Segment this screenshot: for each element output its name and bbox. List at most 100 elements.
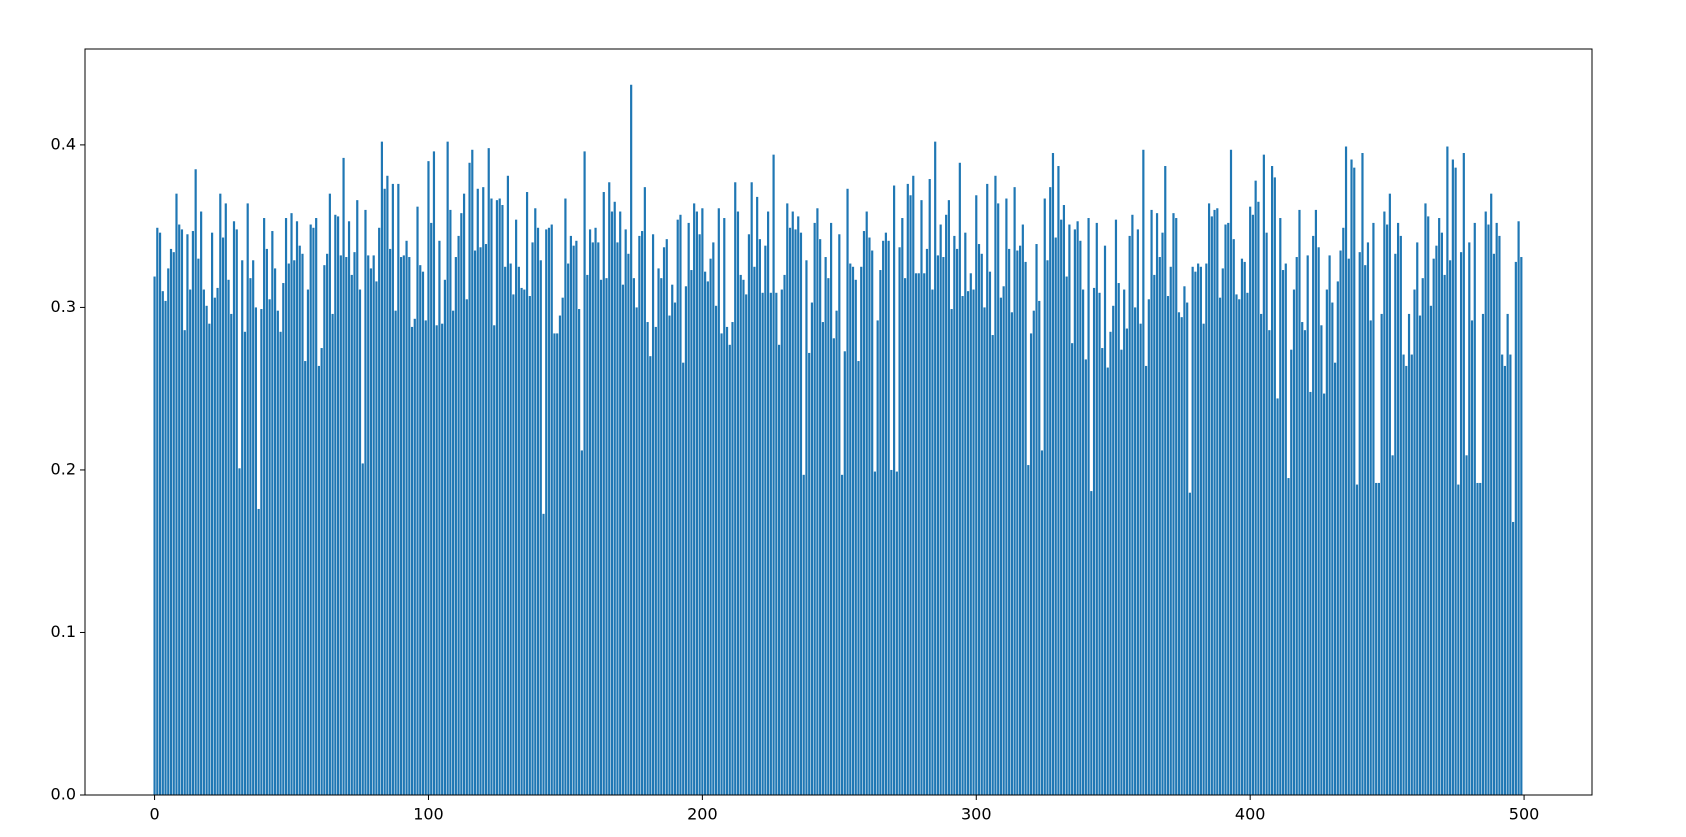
bar	[271, 231, 274, 795]
bar	[1413, 289, 1416, 795]
bar	[331, 313, 334, 795]
bar	[605, 278, 608, 795]
bar	[528, 296, 531, 795]
bar	[695, 211, 698, 796]
bar	[1199, 266, 1202, 795]
bar	[509, 263, 512, 795]
bar	[1424, 203, 1427, 795]
bar	[424, 320, 427, 795]
bar	[832, 338, 835, 795]
bar	[158, 232, 162, 796]
bar	[482, 187, 485, 796]
bar	[668, 315, 671, 795]
bar	[249, 278, 252, 795]
bar	[1449, 260, 1452, 795]
bar	[830, 222, 833, 795]
bar	[958, 162, 961, 796]
bar	[1260, 313, 1263, 795]
bar	[1019, 245, 1022, 795]
bar	[939, 224, 942, 795]
bar	[1164, 166, 1167, 796]
bar	[687, 222, 690, 795]
bar	[917, 273, 920, 795]
bar	[1454, 167, 1457, 795]
bar	[709, 258, 712, 795]
bar	[550, 224, 553, 795]
bar	[945, 214, 948, 795]
bar	[443, 279, 447, 795]
bar	[1457, 484, 1460, 795]
bar	[630, 84, 633, 796]
bar	[375, 281, 378, 795]
bar	[1016, 250, 1019, 796]
y-tick-label: 0.0	[51, 785, 76, 804]
bar	[1010, 312, 1013, 795]
bar	[498, 198, 501, 796]
bar	[484, 244, 488, 795]
bar	[1087, 218, 1090, 795]
bar	[1166, 296, 1170, 795]
bar	[1421, 278, 1424, 795]
bar	[750, 182, 753, 795]
bar	[213, 297, 216, 795]
bar	[1213, 209, 1216, 795]
bar	[1180, 317, 1183, 795]
bar	[1106, 367, 1109, 795]
bar	[882, 240, 885, 796]
bar	[1290, 349, 1293, 795]
bar	[1432, 258, 1435, 795]
bar	[205, 305, 208, 795]
bar	[1520, 257, 1523, 795]
bar	[241, 260, 244, 795]
bar	[777, 344, 781, 795]
bar	[408, 257, 411, 795]
bar	[1027, 465, 1030, 795]
bar	[427, 161, 430, 795]
bar	[950, 309, 953, 795]
bar	[909, 195, 912, 795]
bar	[1134, 307, 1137, 795]
bar	[621, 284, 625, 795]
bar	[747, 234, 751, 795]
bar	[216, 287, 219, 795]
bar	[1418, 315, 1422, 795]
bar	[1216, 208, 1219, 796]
bar	[997, 203, 1000, 795]
bar	[895, 471, 898, 795]
bar	[802, 474, 805, 795]
bar	[454, 257, 457, 795]
bar	[1473, 222, 1476, 795]
bar	[1221, 268, 1224, 796]
bar	[712, 242, 715, 795]
bar	[953, 235, 956, 795]
bar	[1117, 283, 1120, 795]
bar	[862, 231, 866, 795]
bar	[1112, 305, 1115, 795]
bar	[761, 292, 764, 795]
bar	[1073, 229, 1076, 796]
bar	[1227, 222, 1230, 795]
bar	[512, 294, 515, 795]
bar	[876, 320, 879, 795]
bar	[887, 240, 890, 796]
bar	[1158, 257, 1161, 795]
bar	[1092, 287, 1096, 795]
bar	[1038, 300, 1041, 795]
bar	[745, 294, 748, 795]
bar	[810, 302, 814, 795]
bar	[983, 307, 986, 795]
bar	[350, 274, 353, 795]
bar	[1386, 224, 1389, 795]
bar	[1490, 193, 1493, 795]
bar	[627, 253, 630, 796]
bar	[662, 247, 666, 796]
bar	[1391, 455, 1394, 795]
bar	[884, 232, 887, 796]
bar	[1270, 166, 1274, 796]
bar	[1071, 343, 1074, 795]
bar	[999, 297, 1003, 795]
bar	[1509, 354, 1512, 795]
bar	[1136, 229, 1139, 796]
bar	[1207, 203, 1211, 795]
